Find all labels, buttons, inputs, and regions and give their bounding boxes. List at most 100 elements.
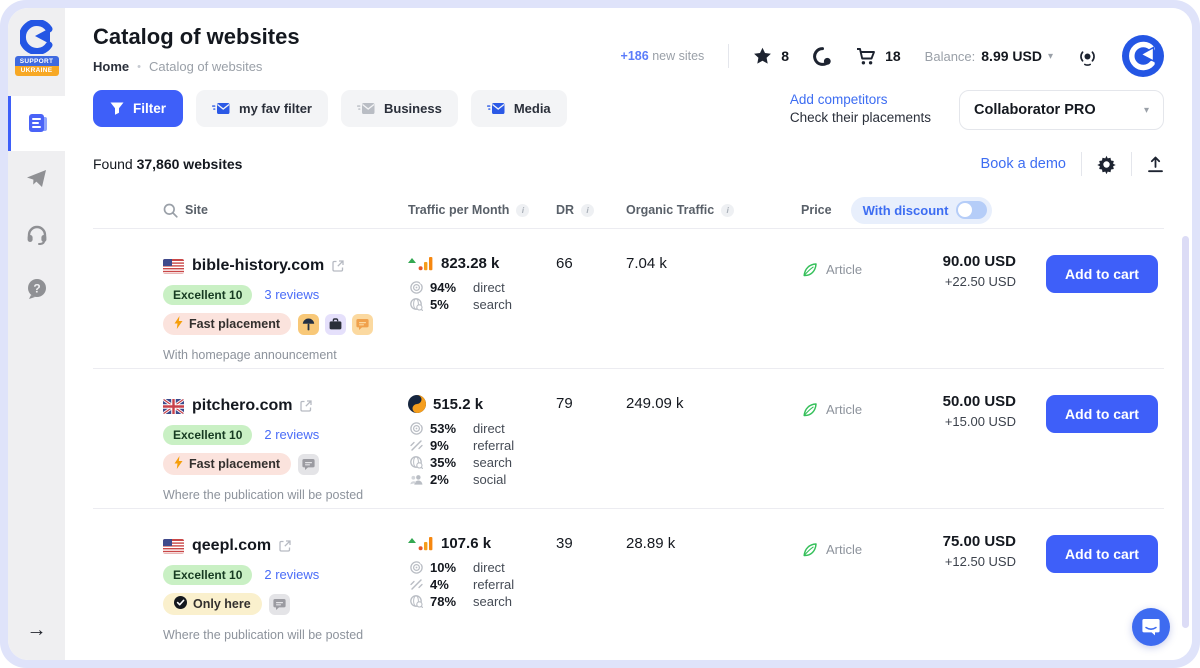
mail-filter-blue-icon	[212, 103, 230, 114]
organic-header-label: Organic Traffic	[626, 203, 715, 217]
favorites-button[interactable]: 8	[753, 47, 789, 65]
traffic-source-direct: 53% direct	[410, 420, 556, 436]
sidebar-collapse[interactable]: →	[8, 600, 65, 660]
feature-chips	[298, 313, 374, 335]
reviews-link[interactable]: 2 reviews	[264, 567, 320, 582]
live-chat-button[interactable]	[1132, 608, 1170, 646]
site-cell: qeepl.com Excellent 10 2 reviews Only he…	[163, 509, 408, 648]
topbar-right: +186 new sites 8	[621, 24, 1164, 77]
business-filter-button[interactable]: Business	[341, 90, 458, 127]
cart-button[interactable]: 18	[856, 47, 901, 66]
support-ukraine-badge: SUPPORT UKRAINE	[14, 56, 59, 76]
sidebar-item-catalog[interactable]	[8, 96, 65, 151]
support-badge-top: SUPPORT	[14, 56, 59, 66]
external-link-icon[interactable]	[300, 400, 313, 412]
export-button[interactable]	[1147, 156, 1164, 173]
book-demo-link[interactable]: Book a demo	[980, 156, 1066, 172]
price-header-label: Price	[801, 203, 832, 217]
briefcase-chip-icon[interactable]	[325, 313, 347, 335]
info-icon[interactable]: i	[516, 203, 530, 217]
reviews-link[interactable]: 2 reviews	[264, 427, 320, 442]
dr-cell: 79	[556, 369, 626, 508]
add-to-cart-button[interactable]: Add to cart	[1046, 535, 1158, 573]
column-header-site: Site	[163, 203, 408, 218]
found-count: 37,860 websites	[136, 156, 243, 172]
organic-traffic-value: 249.09 k	[626, 395, 684, 412]
direct-icon	[410, 560, 423, 574]
found-prefix: Found	[93, 156, 133, 172]
page-title: Catalog of websites	[93, 24, 300, 49]
messages-button[interactable]	[813, 46, 832, 66]
add-to-cart-button[interactable]: Add to cart	[1046, 395, 1158, 433]
flag-us-icon	[163, 538, 184, 554]
reviews-link[interactable]: 3 reviews	[264, 287, 320, 302]
breadcrumb-home-link[interactable]: Home	[93, 59, 130, 74]
article-feather-icon	[803, 263, 817, 277]
search-icon[interactable]	[163, 203, 178, 218]
placement-type-cell: Article	[801, 369, 906, 508]
sidebar-item-help[interactable]: ?	[8, 261, 65, 316]
action-cell: Add to cart	[1028, 369, 1158, 508]
lightning-bolt-icon	[174, 316, 183, 332]
add-to-cart-button[interactable]: Add to cart	[1046, 255, 1158, 293]
source-percent: 10%	[430, 559, 457, 575]
direct-icon	[410, 280, 423, 294]
source-percent: 94%	[430, 279, 457, 295]
traffic-source-referral: 9% referral	[410, 438, 556, 453]
chevron-down-icon: ▾	[1047, 50, 1053, 62]
action-cell: Add to cart	[1028, 509, 1158, 648]
tree-chip-icon[interactable]	[298, 313, 320, 335]
site-domain-link[interactable]: pitchero.com	[192, 397, 293, 414]
traffic-source-direct: 10% direct	[410, 559, 556, 575]
external-link-icon[interactable]	[332, 260, 344, 272]
chat-orange-chip-icon[interactable]	[352, 313, 374, 335]
star-icon	[754, 47, 772, 64]
source-label: direct	[473, 559, 505, 575]
competitors-block: Add competitors Check their placements	[790, 90, 931, 127]
filter-button-label: Filter	[133, 101, 167, 116]
external-link-icon[interactable]	[279, 540, 291, 552]
plan-select-value: Collaborator PRO	[974, 102, 1096, 118]
traffic-trend-bars-icon	[408, 256, 434, 271]
chat-gray-chip-icon[interactable]	[298, 453, 320, 475]
divider	[1131, 152, 1132, 176]
site-domain-link[interactable]: bible-history.com	[192, 257, 325, 274]
organic-cell: 7.04 k	[626, 229, 801, 368]
notifications-button[interactable]	[1077, 46, 1098, 67]
vertical-scrollbar[interactable]	[1182, 236, 1189, 628]
flag-us-icon	[163, 258, 184, 274]
rating-badge: Excellent 10	[163, 424, 253, 445]
direct-icon	[410, 421, 423, 435]
fav-filter-button[interactable]: my fav filter	[196, 90, 328, 127]
info-icon[interactable]: i	[581, 203, 595, 217]
rating-badge: Excellent 10	[163, 564, 253, 585]
sidebar: SUPPORT UKRAINE	[8, 8, 65, 660]
site-domain-link[interactable]: qeepl.com	[192, 537, 272, 554]
media-filter-button[interactable]: Media	[470, 90, 567, 127]
collaborator-avatar-logo[interactable]	[1122, 35, 1164, 77]
add-competitors-link[interactable]: Add competitors	[789, 92, 888, 107]
source-percent: 2%	[430, 471, 449, 487]
settings-button[interactable]	[1097, 155, 1116, 174]
feature-chips	[298, 453, 320, 475]
traffic-value: 107.6 k	[441, 535, 492, 552]
search-icon	[410, 297, 423, 311]
sidebar-logo[interactable]: SUPPORT UKRAINE	[8, 8, 65, 96]
info-icon[interactable]: i	[721, 203, 735, 217]
filter-button[interactable]: Filter	[93, 90, 184, 127]
sidebar-item-campaigns[interactable]	[8, 151, 65, 206]
chat-gray-chip-icon[interactable]	[268, 593, 290, 615]
with-discount-toggle[interactable]: With discount	[850, 196, 993, 224]
column-header-organic: Organic Traffic i	[626, 203, 801, 217]
traffic-cell: 823.28 k 94% direct 5% search	[408, 229, 556, 368]
source-percent: 53%	[430, 420, 457, 436]
column-header-price: Price With discount	[801, 196, 1028, 224]
sidebar-item-support[interactable]	[8, 206, 65, 261]
plan-select-dropdown[interactable]: Collaborator PRO ▾	[959, 90, 1164, 130]
websites-table: Site Traffic per Month i DR i Organic Tr…	[93, 192, 1164, 648]
balance-dropdown[interactable]: Balance: 8.99 USD ▾	[925, 48, 1053, 64]
source-label: search	[473, 296, 513, 312]
new-sites-counter[interactable]: +186 new sites	[621, 49, 705, 63]
rating-badge: Excellent 10	[163, 284, 253, 305]
